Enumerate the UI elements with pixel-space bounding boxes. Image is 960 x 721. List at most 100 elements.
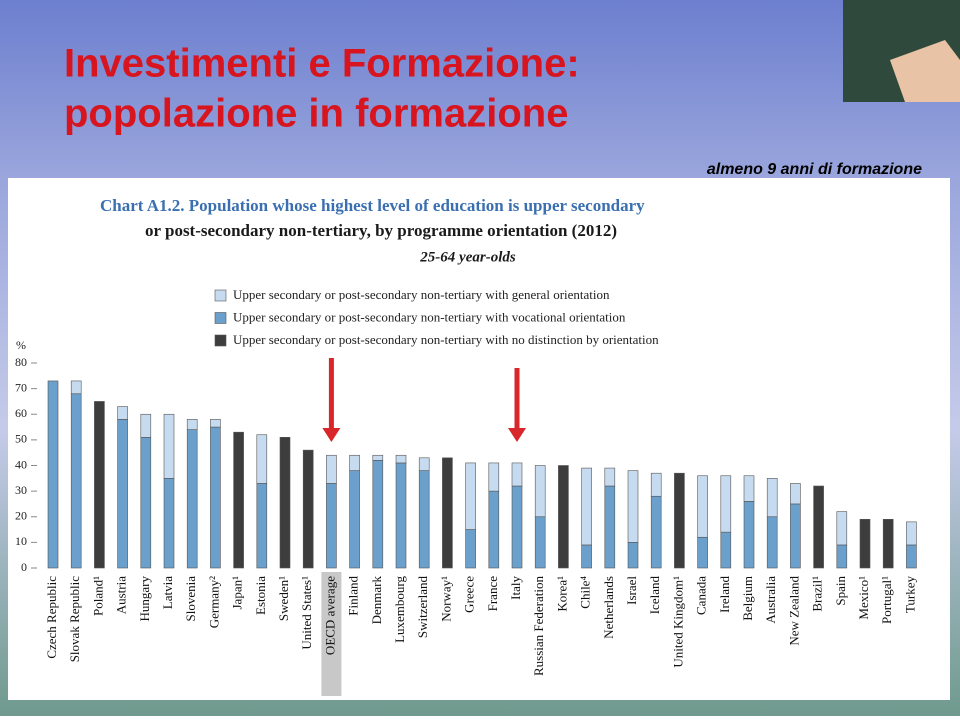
x-tick-label: Switzerland [415, 576, 430, 639]
x-tick-label: Denmark [369, 576, 384, 625]
x-tick-label: Latvia [160, 576, 175, 609]
x-tick-label: Hungary [137, 576, 152, 622]
bar-segment [766, 516, 778, 569]
bar-segment [766, 478, 778, 518]
bar-segment [140, 413, 152, 438]
bar-segment [558, 465, 569, 569]
x-tick-label: Korea¹ [554, 576, 569, 612]
x-tick-label: Greece [462, 576, 477, 613]
bar-segment [210, 419, 221, 428]
x-tick-label: Finland [346, 576, 361, 616]
y-axis-label: % [16, 338, 26, 352]
legend-label: Upper secondary or post-secondary non-te… [233, 309, 626, 324]
bar-segment [70, 380, 82, 395]
bar-segment [186, 419, 198, 430]
legend-swatch [214, 334, 227, 347]
bar-segment [697, 475, 708, 538]
x-tick-label: Japan¹ [230, 576, 245, 610]
y-tick-label: 50 [15, 432, 27, 446]
arrow-head [322, 428, 341, 442]
x-tick-label: Israel [624, 576, 639, 605]
y-tick-label: 60 [15, 406, 27, 420]
chart-title: or post-secondary non-tertiary, by progr… [145, 221, 617, 240]
bar-segment [117, 406, 128, 420]
bar-segment [534, 465, 546, 518]
bar-segment [581, 544, 592, 569]
legend-label: Upper secondary or post-secondary non-te… [233, 332, 659, 347]
bar-segment [859, 519, 871, 569]
legend-swatch [214, 312, 227, 324]
bar-segment [47, 380, 59, 569]
bar-segment [395, 454, 407, 464]
y-tick-label: 30 [15, 483, 27, 497]
bar-segment [163, 478, 175, 569]
y-tick-label: 70 [15, 380, 27, 394]
x-tick-label: Iceland [647, 576, 662, 615]
bar-segment [256, 483, 268, 569]
bar-segment [372, 454, 384, 461]
bar-segment [790, 503, 801, 569]
x-tick-label: Mexico¹ [856, 576, 871, 620]
bar-segment [372, 460, 384, 569]
bar-segment [604, 467, 616, 487]
bar-segment [465, 529, 476, 569]
x-tick-label: New Zealand [786, 576, 801, 646]
x-tick-label: Spain [833, 576, 848, 606]
bar-segment [488, 462, 500, 492]
bar-segment [488, 490, 500, 569]
bar-segment [627, 470, 639, 543]
bar-segment [511, 485, 523, 569]
x-tick-label: United States¹ [299, 576, 314, 650]
x-tick-label: Estonia [253, 576, 268, 615]
chart: Chart A1.2. Population whose highest lev… [15, 196, 917, 696]
x-tick-label: France [485, 576, 500, 612]
x-tick-label: Portugal¹ [879, 576, 894, 624]
x-tick-label: Slovenia [183, 576, 198, 622]
slide-title: popolazione in formazione [64, 92, 568, 136]
bar-segment [465, 462, 476, 530]
x-tick-label: Germany² [206, 576, 221, 628]
bar-segment [210, 426, 221, 569]
bar-segment [790, 483, 801, 505]
bar-segment [442, 457, 453, 569]
chart-subtitle: 25-64 year-olds [419, 249, 516, 265]
y-tick-label: 80 [15, 355, 27, 369]
legend-swatch [214, 289, 227, 302]
bar-segment [836, 544, 848, 569]
photo-hand [890, 40, 960, 102]
legend-label: Upper secondary or post-secondary non-te… [233, 287, 610, 302]
x-tick-label: Italy [508, 576, 523, 600]
y-tick-label: 40 [15, 457, 27, 471]
bar-segment [349, 470, 360, 569]
x-tick-label: Canada [694, 576, 709, 615]
bar-segment [511, 462, 523, 487]
x-tick-label: Turkey [902, 576, 917, 614]
bar-segment [906, 544, 917, 569]
y-tick-label: 20 [15, 509, 27, 523]
y-tick-label: 10 [15, 534, 27, 548]
x-tick-label: Slovak Republic [67, 576, 82, 663]
bar-segment [326, 483, 337, 569]
bar-segment [674, 472, 685, 569]
chart-title: Chart A1.2. Population whose highest lev… [100, 196, 645, 215]
bar-segment [743, 475, 755, 502]
bar-segment [70, 393, 82, 569]
slide-title: Investimenti e Formazione: [64, 42, 580, 86]
bar-segment [302, 449, 314, 569]
bar-segment [604, 485, 616, 569]
bar-segment [395, 462, 407, 569]
bar-segment [349, 454, 360, 471]
bar-segment [720, 531, 732, 569]
bar-segment [233, 431, 244, 569]
bar-segment [627, 542, 639, 569]
x-tick-label: Belgium [740, 576, 755, 621]
bar-segment [813, 485, 824, 569]
arrow-head [508, 428, 526, 442]
bar-segment [743, 501, 755, 569]
x-tick-label: United Kingdom¹ [670, 576, 685, 668]
bar-segment [94, 401, 105, 569]
x-tick-label: Luxembourg [392, 576, 407, 643]
bar-segment [534, 516, 546, 569]
